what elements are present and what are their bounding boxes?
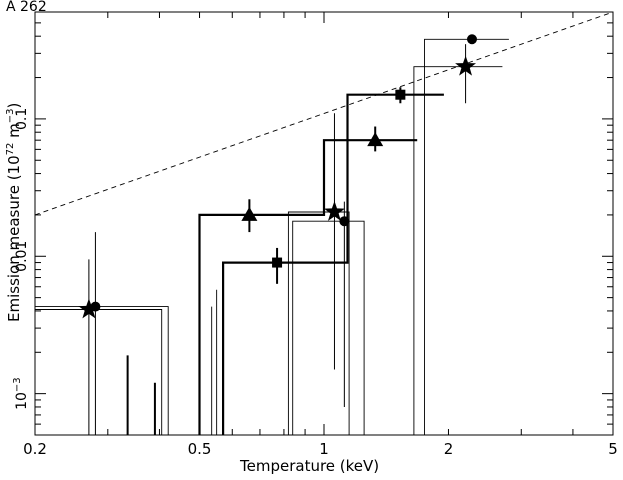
y-tick-label-base: 10 bbox=[14, 392, 30, 410]
y-axis-label-mid: m bbox=[5, 123, 23, 143]
plot-frame bbox=[34, 11, 614, 436]
x-axis-label: Temperature (keV) bbox=[240, 457, 380, 475]
y-axis-label-post: ) bbox=[5, 102, 23, 109]
square-marker bbox=[272, 257, 283, 268]
square-marker bbox=[395, 89, 406, 100]
ticks-layer: 0.2 0.5 1 2 5 10−3 0.01 0.1 bbox=[12, 12, 618, 458]
triangle-marker bbox=[367, 132, 384, 147]
y-tick-label-exp: −3 bbox=[12, 377, 23, 392]
x-tick-label: 1 bbox=[319, 440, 329, 458]
y-tick-label: 10−3 bbox=[12, 377, 30, 410]
circle-step-line bbox=[35, 38, 509, 435]
circle-marker bbox=[339, 216, 350, 227]
step-lines-layer bbox=[35, 38, 509, 435]
triangle-marker bbox=[241, 206, 258, 221]
upper-limit-layer bbox=[126, 289, 218, 435]
x-tick-label: 0.2 bbox=[23, 440, 47, 458]
y-axis-label: Emission measure (1072 m−3) bbox=[5, 103, 23, 322]
markers-layer bbox=[78, 34, 477, 319]
star-step-line bbox=[35, 66, 503, 435]
circle-marker bbox=[466, 34, 477, 45]
reference-dashed-line bbox=[35, 12, 613, 216]
y-tick-label: 0.01 bbox=[14, 241, 30, 272]
reference-line-layer bbox=[35, 12, 613, 216]
y-axis-label-exp1: 72 bbox=[5, 142, 16, 156]
triangle-step-line bbox=[198, 139, 418, 435]
x-tick-label: 2 bbox=[444, 440, 454, 458]
x-tick-label: 0.5 bbox=[188, 440, 212, 458]
chart-title: A 262 bbox=[6, 0, 47, 15]
square-step-line bbox=[222, 93, 444, 435]
circle-marker bbox=[90, 301, 101, 312]
x-tick-label: 5 bbox=[608, 440, 618, 458]
y-axis-label-pre: Emission measure (10 bbox=[5, 155, 23, 322]
y-tick-label: 0.1 bbox=[14, 108, 30, 130]
star-marker bbox=[324, 201, 345, 221]
star-marker bbox=[78, 298, 100, 319]
error-bars-layer bbox=[88, 36, 473, 435]
star-marker bbox=[455, 55, 476, 76]
y-axis-label-exp2: −3 bbox=[5, 108, 16, 124]
